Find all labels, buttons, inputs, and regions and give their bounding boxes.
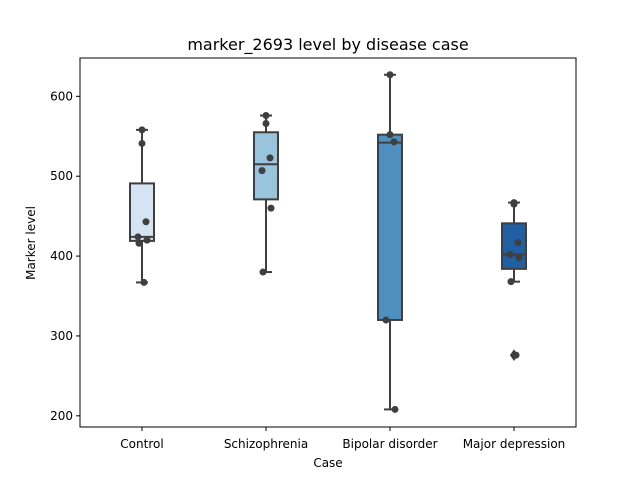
data-point [267, 204, 275, 212]
data-point [382, 316, 390, 324]
data-point [506, 250, 514, 258]
axes-frame [79, 57, 577, 428]
data-point [386, 71, 394, 79]
data-point [262, 112, 270, 120]
data-point [142, 218, 150, 226]
box-major-depression [501, 222, 527, 270]
data-point [391, 405, 399, 413]
data-point [390, 138, 398, 146]
x-tick-label: Bipolar disorder [342, 437, 437, 451]
data-point [143, 236, 151, 244]
data-point [514, 239, 522, 246]
data-point [138, 126, 146, 134]
data-point [515, 254, 523, 262]
y-tick-label: 600 [50, 89, 73, 103]
x-tick-label: Schizophrenia [224, 437, 308, 451]
data-point [507, 278, 515, 286]
data-point [266, 154, 274, 162]
data-point [262, 119, 270, 127]
y-tick-label: 300 [50, 329, 73, 343]
y-tick-label: 500 [50, 169, 73, 183]
data-point [259, 268, 267, 276]
data-point [140, 278, 148, 286]
x-tick-label: Major depression [463, 437, 566, 451]
data-point [510, 200, 518, 208]
data-point [386, 131, 394, 139]
data-point [135, 239, 143, 247]
plot-area: 200 300 400 500 600 Control Schizophrenia Bipol… [50, 57, 577, 451]
data-point [138, 139, 146, 147]
y-tick-label: 400 [50, 249, 73, 263]
box-bipolar-disorder [377, 133, 403, 321]
data-point [512, 351, 520, 359]
y-tick-label: 200 [50, 409, 73, 423]
data-point [258, 167, 266, 175]
box-schizophrenia [253, 131, 279, 201]
chart-title: marker_2693 level by disease case [187, 35, 468, 55]
data-point [134, 233, 142, 241]
x-tick-label: Control [120, 437, 163, 451]
y-axis-label: Marker level [24, 206, 38, 280]
x-axis-label: Case [313, 456, 342, 470]
box-control [129, 182, 155, 242]
